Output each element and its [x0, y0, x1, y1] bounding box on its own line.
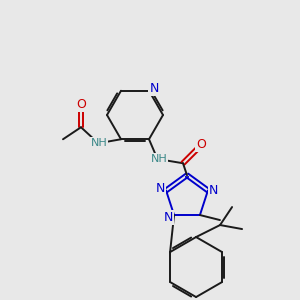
Text: NH: NH	[151, 154, 167, 164]
Text: O: O	[196, 138, 206, 151]
Text: N: N	[155, 182, 165, 195]
Text: N: N	[209, 184, 219, 197]
Text: O: O	[76, 98, 86, 111]
Text: N: N	[164, 211, 173, 224]
Text: NH: NH	[91, 138, 107, 148]
Text: N: N	[149, 82, 159, 95]
